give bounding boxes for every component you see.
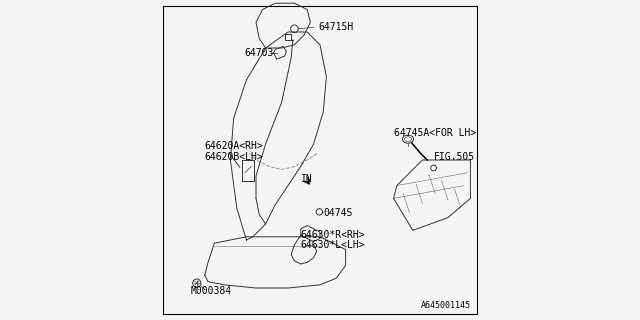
Text: 64703: 64703	[245, 48, 274, 58]
Text: M000384: M000384	[191, 286, 232, 296]
Text: IN: IN	[301, 174, 312, 184]
Text: 64745A<FOR LH>: 64745A<FOR LH>	[394, 128, 476, 138]
Text: 0474S: 0474S	[323, 208, 353, 218]
Text: 64630*L<LH>: 64630*L<LH>	[301, 240, 365, 250]
Text: FIG.505: FIG.505	[434, 152, 475, 162]
Text: 64620B<LH>: 64620B<LH>	[205, 152, 264, 162]
Text: 64620A<RH>: 64620A<RH>	[205, 140, 264, 151]
Text: 64715H: 64715H	[319, 22, 354, 32]
Text: 64630*R<RH>: 64630*R<RH>	[301, 230, 365, 240]
Text: A645001145: A645001145	[420, 301, 470, 310]
